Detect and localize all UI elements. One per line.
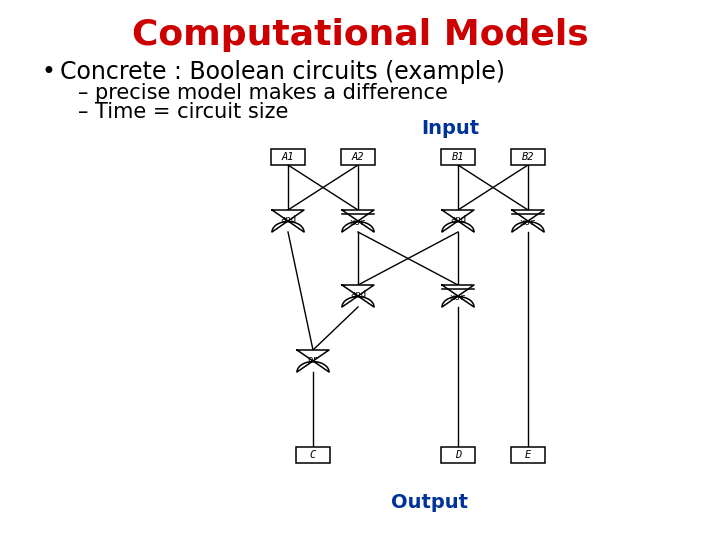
- Text: Computational Models: Computational Models: [132, 18, 588, 52]
- Text: E: E: [525, 450, 531, 460]
- Polygon shape: [442, 285, 474, 307]
- Text: – precise model makes a difference: – precise model makes a difference: [78, 83, 448, 103]
- Text: – Time = circuit size: – Time = circuit size: [78, 102, 289, 122]
- Bar: [511, 447, 545, 463]
- Bar: [341, 149, 375, 165]
- Text: and: and: [280, 215, 296, 224]
- Text: A1: A1: [282, 152, 294, 162]
- Bar: [441, 149, 475, 165]
- Bar: [271, 149, 305, 165]
- Text: D: D: [455, 450, 461, 460]
- Polygon shape: [442, 210, 474, 232]
- Text: xor: xor: [450, 293, 466, 302]
- Text: •: •: [41, 60, 55, 84]
- Text: B1: B1: [451, 152, 464, 162]
- Text: and: and: [450, 215, 466, 224]
- Text: or: or: [307, 355, 318, 364]
- Text: C: C: [310, 450, 316, 460]
- Bar: [511, 149, 545, 165]
- Polygon shape: [512, 210, 544, 232]
- Text: xor: xor: [520, 218, 536, 227]
- Text: Output: Output: [392, 492, 469, 511]
- Bar: [441, 447, 475, 463]
- Polygon shape: [297, 350, 329, 372]
- Bar: [296, 447, 330, 463]
- Text: xor: xor: [350, 218, 366, 227]
- Text: Concrete : Boolean circuits (example): Concrete : Boolean circuits (example): [60, 60, 505, 84]
- Text: B2: B2: [522, 152, 534, 162]
- Text: A2: A2: [352, 152, 364, 162]
- Polygon shape: [342, 210, 374, 232]
- Text: Input: Input: [421, 118, 479, 138]
- Polygon shape: [342, 285, 374, 307]
- Text: and: and: [350, 290, 366, 299]
- Polygon shape: [272, 210, 304, 232]
